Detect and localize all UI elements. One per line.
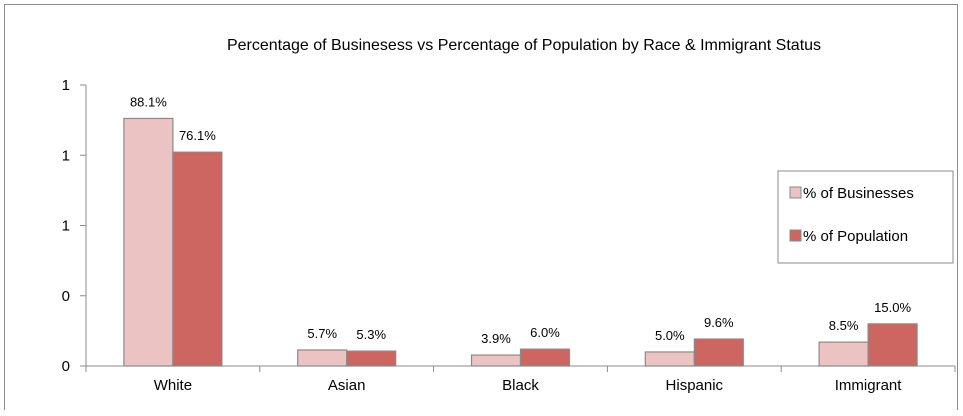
y-axis: 0 0 1 1 1 bbox=[62, 77, 87, 375]
bar-businesses bbox=[123, 117, 174, 367]
bar-businesses bbox=[470, 354, 522, 367]
chart-frame: Percentage of Businesess vs Percentage o… bbox=[4, 4, 958, 410]
bar-businesses bbox=[818, 341, 869, 367]
x-category-label: Asian bbox=[328, 377, 366, 394]
x-category-label: Immigrant bbox=[835, 377, 903, 394]
bars bbox=[123, 117, 918, 367]
bar-businesses bbox=[644, 351, 695, 367]
y-tick-label: 1 bbox=[62, 77, 70, 94]
bar-population bbox=[519, 348, 571, 367]
data-label: 5.3% bbox=[356, 327, 386, 342]
legend-label: % of Businesses bbox=[803, 185, 914, 202]
bar-population bbox=[346, 350, 397, 367]
data-label: 88.1% bbox=[130, 94, 167, 109]
legend-swatch bbox=[789, 229, 802, 242]
x-axis: White Asian Black Hispanic Immigrant bbox=[80, 365, 956, 394]
data-label: 76.1% bbox=[179, 128, 216, 143]
x-category-label: Hispanic bbox=[666, 377, 724, 394]
y-tick-label: 1 bbox=[62, 147, 70, 164]
data-label: 5.0% bbox=[655, 328, 685, 343]
y-tick-label: 0 bbox=[62, 288, 70, 305]
data-label: 15.0% bbox=[874, 300, 911, 315]
x-category-label: White bbox=[154, 377, 192, 394]
legend-label: % of Population bbox=[803, 228, 908, 245]
data-label: 5.7% bbox=[307, 326, 337, 341]
data-label: 9.6% bbox=[704, 315, 734, 330]
data-label: 3.9% bbox=[481, 331, 511, 346]
data-labels: 88.1% 76.1% 5.7% 5.3% 3.9% 6.0% 5.0% 9.6% 8.5% 15… bbox=[130, 94, 912, 346]
bar-population bbox=[693, 338, 744, 367]
legend-swatch bbox=[789, 186, 802, 199]
bar-businesses bbox=[297, 349, 348, 367]
legend-box bbox=[777, 170, 954, 264]
bar-chart: Percentage of Businesess vs Percentage o… bbox=[62, 37, 956, 394]
data-label: 8.5% bbox=[829, 318, 859, 333]
bar-population bbox=[867, 323, 918, 367]
y-tick-label: 0 bbox=[62, 358, 70, 375]
x-category-label: Black bbox=[502, 377, 539, 394]
bar-population bbox=[172, 151, 223, 367]
data-label: 6.0% bbox=[530, 325, 560, 340]
legend: % of Businesses % of Population bbox=[777, 170, 954, 264]
chart-title: Percentage of Businesess vs Percentage o… bbox=[227, 37, 821, 54]
y-tick-label: 1 bbox=[62, 218, 70, 235]
